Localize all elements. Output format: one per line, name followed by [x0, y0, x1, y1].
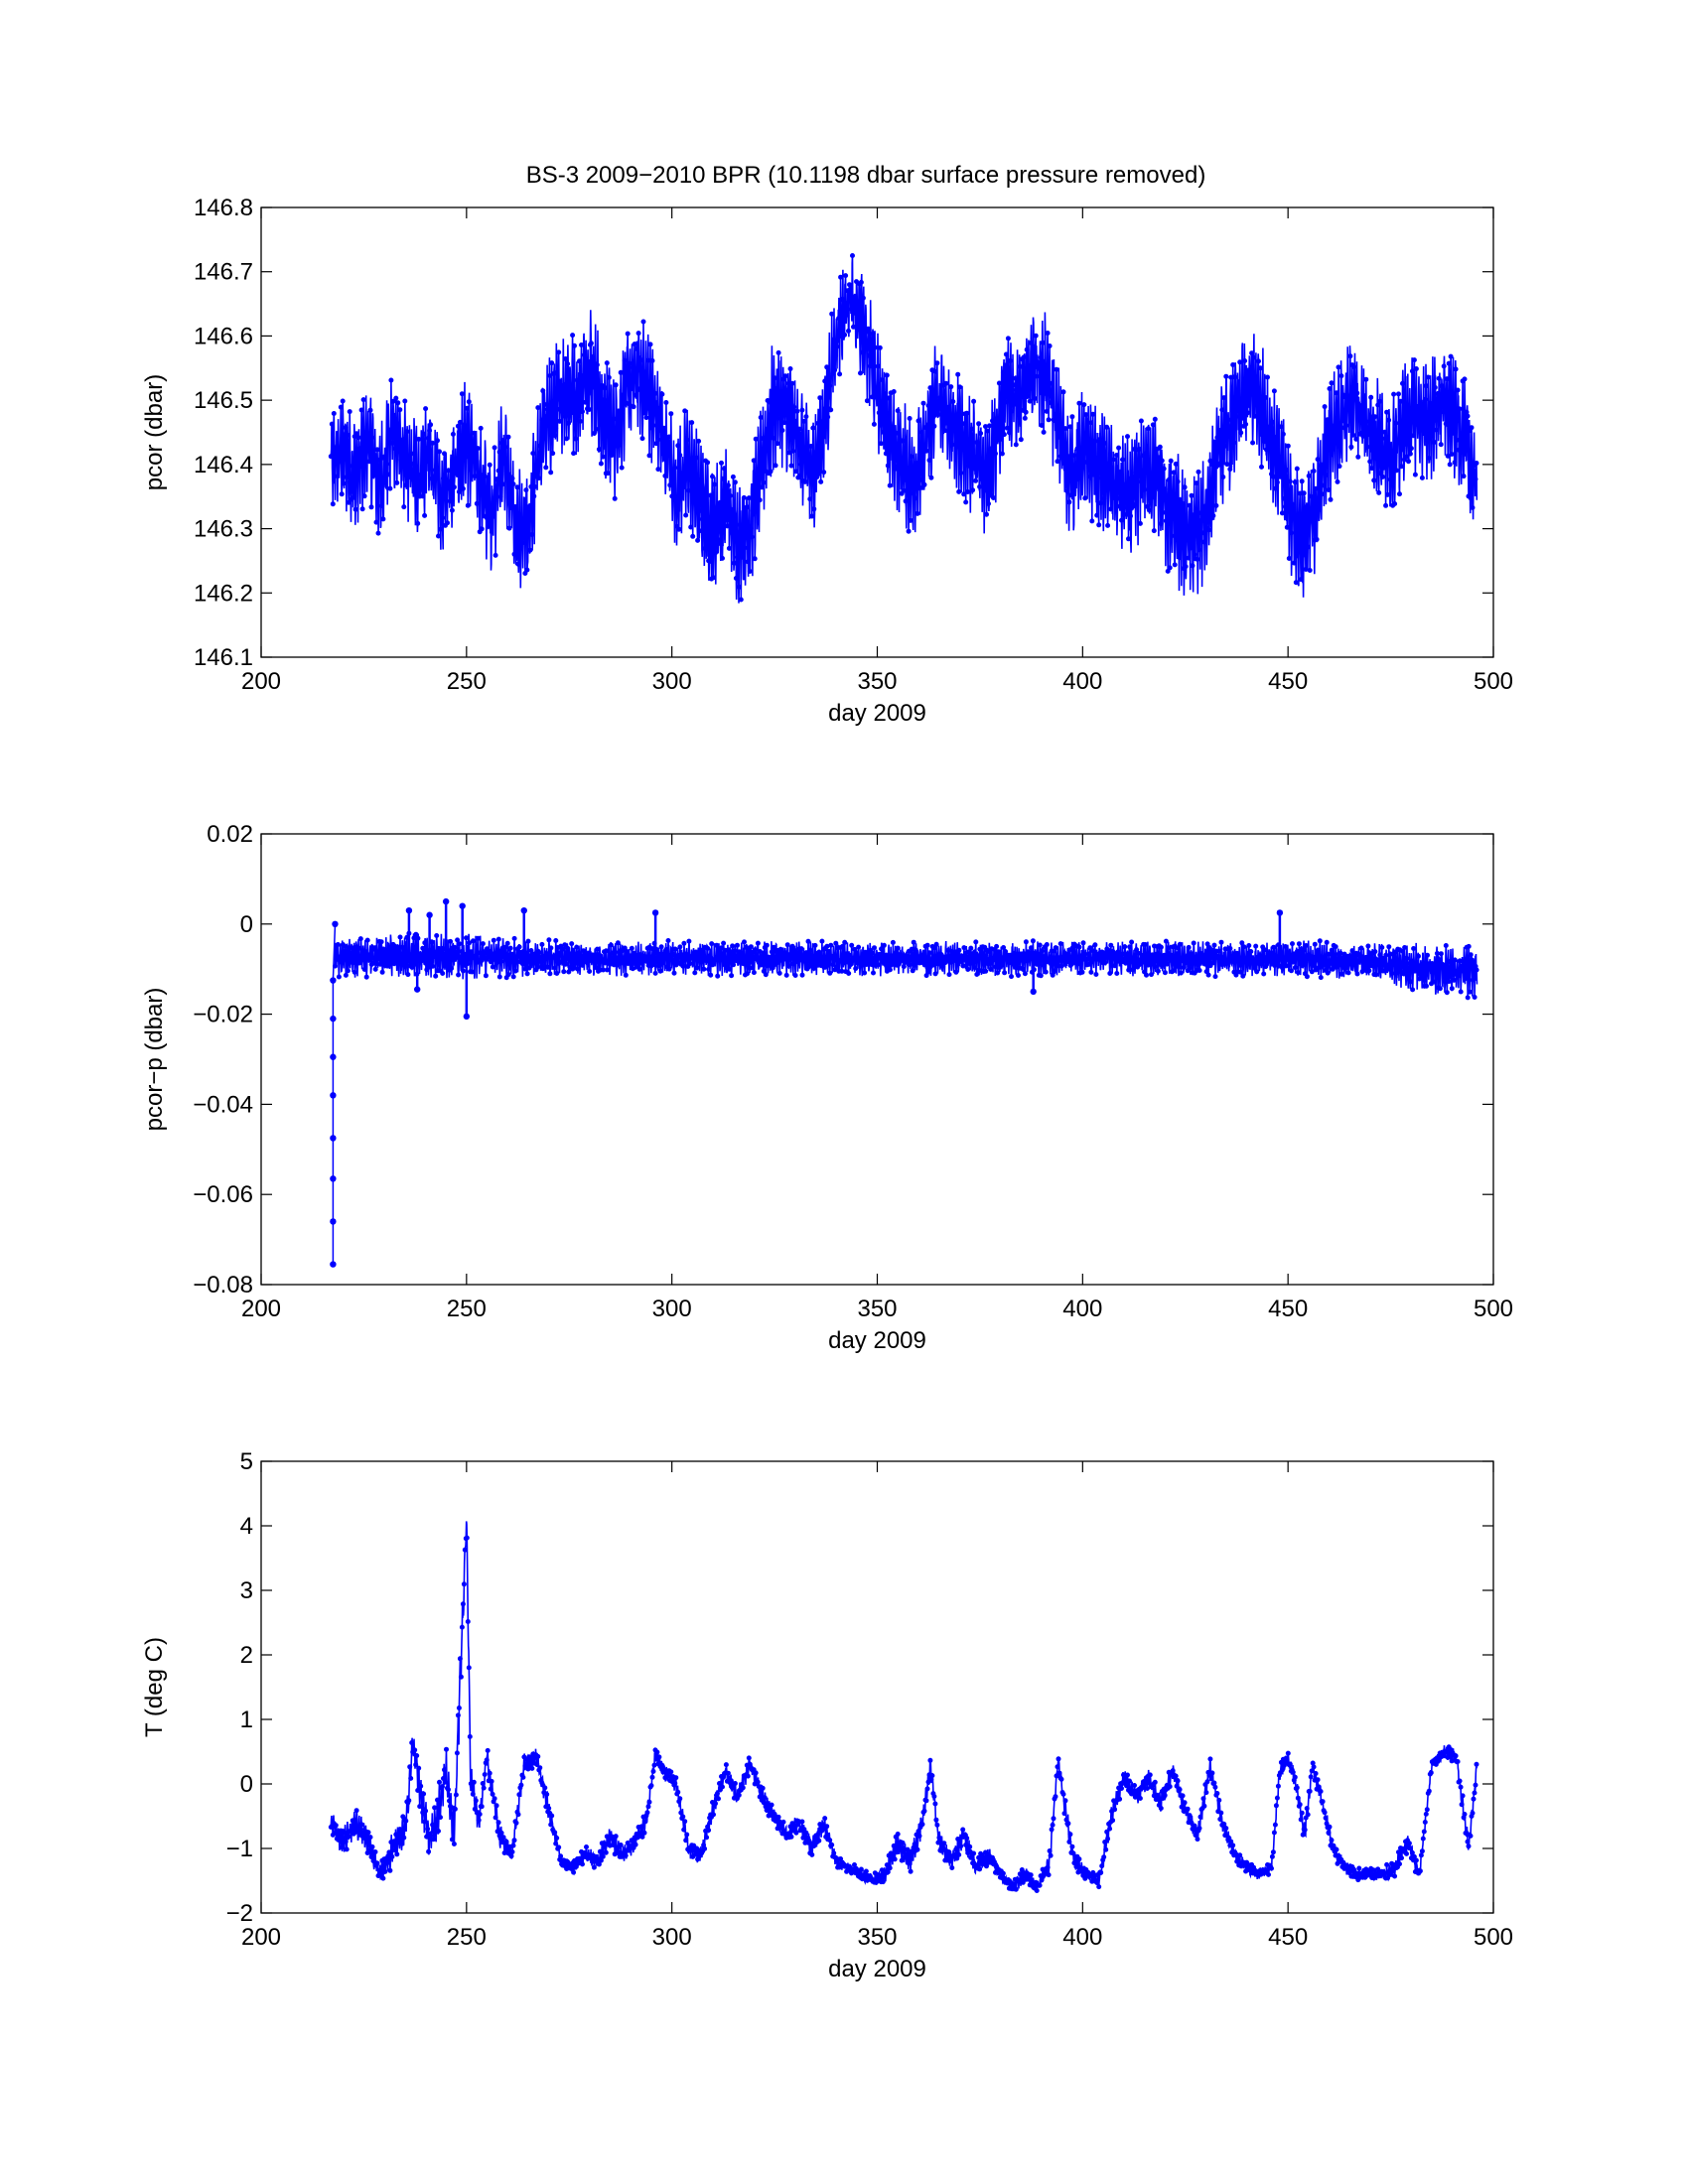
x-tick-label: 400	[1062, 668, 1102, 695]
x-tick-label: 450	[1268, 668, 1308, 695]
y-tick-label: 0	[240, 911, 253, 938]
y-tick-label: 4	[240, 1513, 253, 1540]
y-tick-label: 0	[240, 1771, 253, 1798]
transient-point	[330, 977, 337, 984]
transient-point	[330, 1261, 337, 1268]
outlier-point	[413, 986, 421, 993]
x-tick-label: 500	[1474, 1924, 1513, 1951]
outlier-point	[442, 897, 450, 905]
y-tick-label: 146.4	[194, 452, 253, 478]
x-tick-label: 250	[447, 1924, 487, 1951]
y-tick-label: 146.5	[194, 387, 253, 414]
y-axis-label: pcor−p (dbar)	[141, 988, 168, 1132]
series-markers	[328, 253, 1479, 603]
transient-point	[330, 1053, 337, 1060]
outlier-point	[1030, 988, 1037, 996]
outlier-point	[463, 1013, 471, 1021]
outlier-point	[520, 906, 527, 914]
transient-point	[330, 1092, 337, 1099]
series-markers	[328, 1535, 1479, 1893]
panel-pcor: 200 250 300 350 400 450 500 146.1 146.2 146.3 146.…	[141, 195, 1513, 727]
axes-box	[260, 206, 1494, 658]
x-tick-label: 200	[241, 668, 281, 695]
x-tick-label: 500	[1474, 668, 1513, 695]
x-tick-label: 200	[241, 1924, 281, 1951]
y-tick-label: 146.2	[194, 580, 253, 607]
x-tick-label: 200	[241, 1296, 281, 1322]
x-axis-label: day 2009	[828, 1327, 926, 1354]
y-tick-label: −1	[226, 1836, 253, 1862]
y-tick-label: 146.3	[194, 516, 253, 543]
y-tick-label: 0.02	[207, 821, 253, 848]
outlier-point	[459, 902, 466, 909]
transient-point	[330, 1175, 337, 1182]
y-tick-label: 2	[240, 1642, 253, 1669]
x-tick-label: 350	[857, 1296, 897, 1322]
y-axis-label: T (deg C)	[141, 1637, 168, 1737]
series-markers	[333, 930, 1479, 1001]
axes-box	[260, 1460, 1494, 1914]
x-tick-label: 350	[857, 1924, 897, 1951]
y-tick-label: 146.6	[194, 323, 253, 349]
x-tick-label: 450	[1268, 1924, 1308, 1951]
x-tick-label: 450	[1268, 1296, 1308, 1322]
y-tick-label: 146.8	[194, 195, 253, 221]
y-tick-label: −0.06	[193, 1181, 253, 1208]
x-axis-label: day 2009	[828, 1956, 926, 1982]
y-tick-label: −0.04	[193, 1091, 253, 1118]
y-tick-label: 146.1	[194, 644, 253, 671]
plot-area	[328, 1521, 1479, 1893]
plot-area	[328, 253, 1479, 604]
outlier-point	[1276, 909, 1284, 916]
y-tick-label: −2	[226, 1900, 253, 1927]
y-tick-label: 1	[240, 1706, 253, 1733]
x-tick-label: 400	[1062, 1924, 1102, 1951]
figure-title: BS-3 2009−2010 BPR (10.1198 dbar surface…	[526, 162, 1206, 189]
y-tick-label: −0.08	[193, 1272, 253, 1298]
y-tick-label: 5	[240, 1448, 253, 1475]
transient-point	[332, 920, 339, 927]
x-axis-label: day 2009	[828, 700, 926, 727]
y-tick-label: −0.02	[193, 1002, 253, 1028]
x-tick-label: 300	[652, 668, 692, 695]
transient-point	[330, 1135, 337, 1142]
x-tick-label: 300	[652, 1296, 692, 1322]
x-tick-label: 400	[1062, 1296, 1102, 1322]
y-axis-label: pcor (dbar)	[141, 374, 168, 490]
transient-point	[330, 1015, 337, 1023]
x-tick-label: 250	[447, 668, 487, 695]
y-tick-label: 3	[240, 1577, 253, 1604]
y-tick-label: 146.7	[194, 259, 253, 286]
panel-temperature: 200 250 300 350 400 450 500 −2 −1 0 1 2 3 4 5 day 2009 T…	[141, 1448, 1513, 1982]
series-line	[330, 255, 1478, 604]
outlier-point	[651, 909, 659, 916]
outlier-point	[405, 906, 413, 914]
plot-area	[330, 897, 1479, 1268]
outlier-point	[426, 911, 433, 918]
x-tick-label: 300	[652, 1924, 692, 1951]
x-tick-label: 350	[857, 668, 897, 695]
panel-pcor-minus-p: 200 250 300 350 400 450 500 −0.08 −0.06 −0.04 −0.0…	[141, 821, 1513, 1354]
transient-point	[330, 1218, 337, 1225]
x-tick-label: 250	[447, 1296, 487, 1322]
x-tick-label: 500	[1474, 1296, 1513, 1322]
